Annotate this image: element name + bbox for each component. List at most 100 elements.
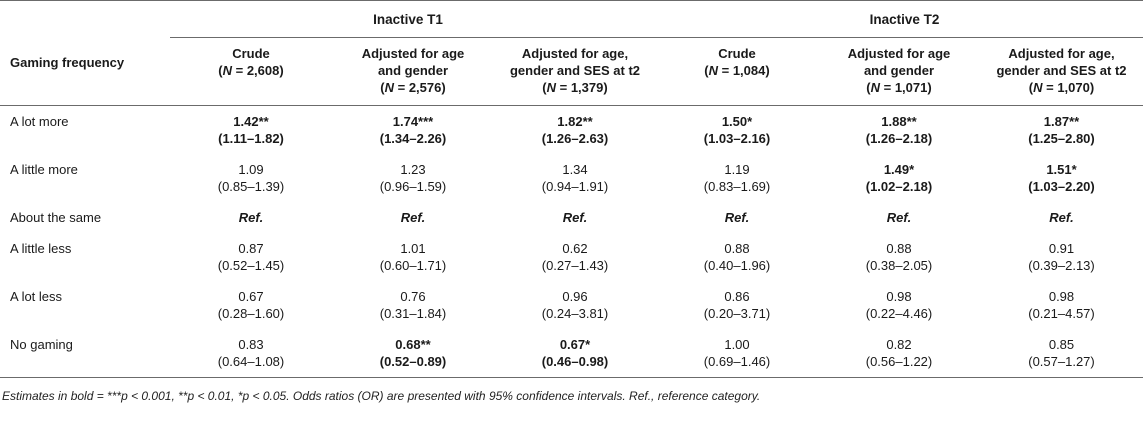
row-header-gaming-frequency: Gaming frequency <box>0 37 170 106</box>
odds-ratio-value: 1.34 <box>562 162 588 177</box>
table-cell: Ref. <box>170 202 332 233</box>
table-cell: 1.49* (1.02–2.18) <box>818 154 980 202</box>
table-cell: 1.00 (0.69–1.46) <box>656 329 818 378</box>
column-header-n: (N = 2,608) <box>218 63 284 78</box>
reference-label: Ref. <box>400 210 426 225</box>
confidence-interval: (0.56–1.22) <box>865 354 933 369</box>
table-cell: 0.67* (0.46–0.98) <box>494 329 656 378</box>
table-cell: 0.88 (0.38–2.05) <box>818 233 980 281</box>
confidence-interval: (1.26–2.18) <box>865 131 933 146</box>
confidence-interval: (0.64–1.08) <box>217 354 285 369</box>
odds-ratio-value: 0.91 <box>1048 241 1075 256</box>
odds-ratio-value: 0.87 <box>238 241 264 256</box>
odds-ratio-value: 1.87** <box>1043 114 1080 129</box>
column-header-row: Gaming frequency Crude (N = 2,608) Adjuste… <box>0 37 1143 106</box>
confidence-interval: (0.46–0.98) <box>541 354 609 369</box>
n-value: = 1,084) <box>718 63 770 78</box>
confidence-interval: (0.85–1.39) <box>217 179 285 194</box>
table-row: About the same Ref. Ref. Ref. Ref. Ref. Ref. <box>0 202 1143 233</box>
odds-ratio-value: 0.83 <box>238 337 264 352</box>
odds-ratio-value: 1.19 <box>724 162 750 177</box>
odds-ratio-value: 0.68** <box>395 337 431 352</box>
table-cell: 0.67 (0.28–1.60) <box>170 281 332 329</box>
table-cell: 1.51* (1.03–2.20) <box>980 154 1143 202</box>
odds-ratio-value: 0.62 <box>562 241 588 256</box>
table-cell: Ref. <box>818 202 980 233</box>
column-header-line: Adjusted for age <box>847 46 951 61</box>
n-value: = 1,379) <box>556 80 608 95</box>
odds-ratio-value: 0.88 <box>886 241 912 256</box>
confidence-interval: (0.21–4.57) <box>1028 306 1095 321</box>
odds-ratio-value: 0.98 <box>1048 289 1075 304</box>
table-cell: 0.85 (0.57–1.27) <box>980 329 1143 378</box>
n-value: = 2,608) <box>232 63 284 78</box>
n-symbol: N <box>384 80 395 95</box>
table-cell: 1.19 (0.83–1.69) <box>656 154 818 202</box>
column-header-line: gender and SES at t2 <box>996 63 1127 78</box>
table-cell: 0.87 (0.52–1.45) <box>170 233 332 281</box>
column-header-4: Crude (N = 1,084) <box>656 37 818 106</box>
confidence-interval: (0.69–1.46) <box>703 354 771 369</box>
table-cell: 0.68** (0.52–0.89) <box>332 329 494 378</box>
table-cell: 0.82 (0.56–1.22) <box>818 329 980 378</box>
column-header-5: Adjusted for age and gender (N = 1,071) <box>818 37 980 106</box>
table-cell: 1.09 (0.85–1.39) <box>170 154 332 202</box>
table-cell: Ref. <box>656 202 818 233</box>
confidence-interval: (0.60–1.71) <box>379 258 447 273</box>
odds-ratio-value: 1.01 <box>400 241 426 256</box>
confidence-interval: (0.27–1.43) <box>541 258 609 273</box>
column-header-line: Adjusted for age, <box>1008 46 1115 61</box>
column-header-line: gender and SES at t2 <box>509 63 641 78</box>
confidence-interval: (0.20–3.71) <box>703 306 771 321</box>
odds-ratio-value: 1.49* <box>883 162 915 177</box>
confidence-interval: (1.02–2.18) <box>865 179 933 194</box>
odds-ratio-value: 0.96 <box>562 289 588 304</box>
confidence-interval: (0.39–2.13) <box>1028 258 1095 273</box>
table-cell: 1.23 (0.96–1.59) <box>332 154 494 202</box>
column-header-line: and gender <box>863 63 935 78</box>
table-cell: Ref. <box>332 202 494 233</box>
odds-ratio-table: Inactive T1 Inactive T2 Gaming frequency… <box>0 0 1143 378</box>
column-header-n: (N = 2,576) <box>380 80 446 95</box>
table-cell: 1.74*** (1.34–2.26) <box>332 106 494 155</box>
table-row: A little more 1.09 (0.85–1.39) 1.23 (0.96–1.… <box>0 154 1143 202</box>
odds-ratio-value: 1.23 <box>400 162 426 177</box>
reference-label: Ref. <box>562 210 588 225</box>
table-footnote: Estimates in bold = ***p < 0.001, **p < … <box>2 389 761 403</box>
column-header-line: Adjusted for age <box>361 46 465 61</box>
odds-ratio-value: 1.88** <box>881 114 917 129</box>
odds-ratio-value: 0.67* <box>559 337 591 352</box>
group-header-row: Inactive T1 Inactive T2 <box>0 0 1143 38</box>
n-symbol: N <box>1033 80 1043 95</box>
odds-ratio-value: 0.67 <box>238 289 264 304</box>
column-header-1: Crude (N = 2,608) <box>170 37 332 106</box>
reference-label: Ref. <box>724 210 750 225</box>
column-header-6: Adjusted for age, gender and SES at t2 (N … <box>980 37 1143 106</box>
table-cell: 1.34 (0.94–1.91) <box>494 154 656 202</box>
odds-ratio-value: 1.50* <box>721 114 753 129</box>
table-cell: 1.42** (1.11–1.82) <box>170 106 332 155</box>
row-label: A little more <box>10 162 78 177</box>
table-cell: Ref. <box>494 202 656 233</box>
table-cell: 1.88** (1.26–2.18) <box>818 106 980 155</box>
column-header-n: (N = 1,084) <box>704 63 770 78</box>
confidence-interval: (1.34–2.26) <box>379 131 447 146</box>
confidence-interval: (0.83–1.69) <box>703 179 771 194</box>
table-cell: 0.88 (0.40–1.96) <box>656 233 818 281</box>
table-cell: Ref. <box>980 202 1143 233</box>
reference-label: Ref. <box>1049 210 1074 225</box>
group-header-inactive-t2: Inactive T2 <box>656 0 1143 38</box>
odds-ratio-value: 0.88 <box>724 241 750 256</box>
column-header-line: Crude <box>718 46 756 61</box>
confidence-interval: (0.57–1.27) <box>1028 354 1095 369</box>
n-symbol: N <box>546 80 557 95</box>
column-header-line: and gender <box>377 63 449 78</box>
row-label: A lot more <box>10 114 69 129</box>
confidence-interval: (1.03–2.16) <box>703 131 771 146</box>
odds-ratio-value: 1.42** <box>233 114 269 129</box>
table-row: A lot more 1.42** (1.11–1.82) 1.74*** (1.34–… <box>0 106 1143 155</box>
table-row: A lot less 0.67 (0.28–1.60) 0.76 (0.31–1.84)… <box>0 281 1143 329</box>
odds-ratio-value: 0.76 <box>400 289 426 304</box>
table-cell: 0.76 (0.31–1.84) <box>332 281 494 329</box>
odds-ratio-value: 1.09 <box>238 162 264 177</box>
